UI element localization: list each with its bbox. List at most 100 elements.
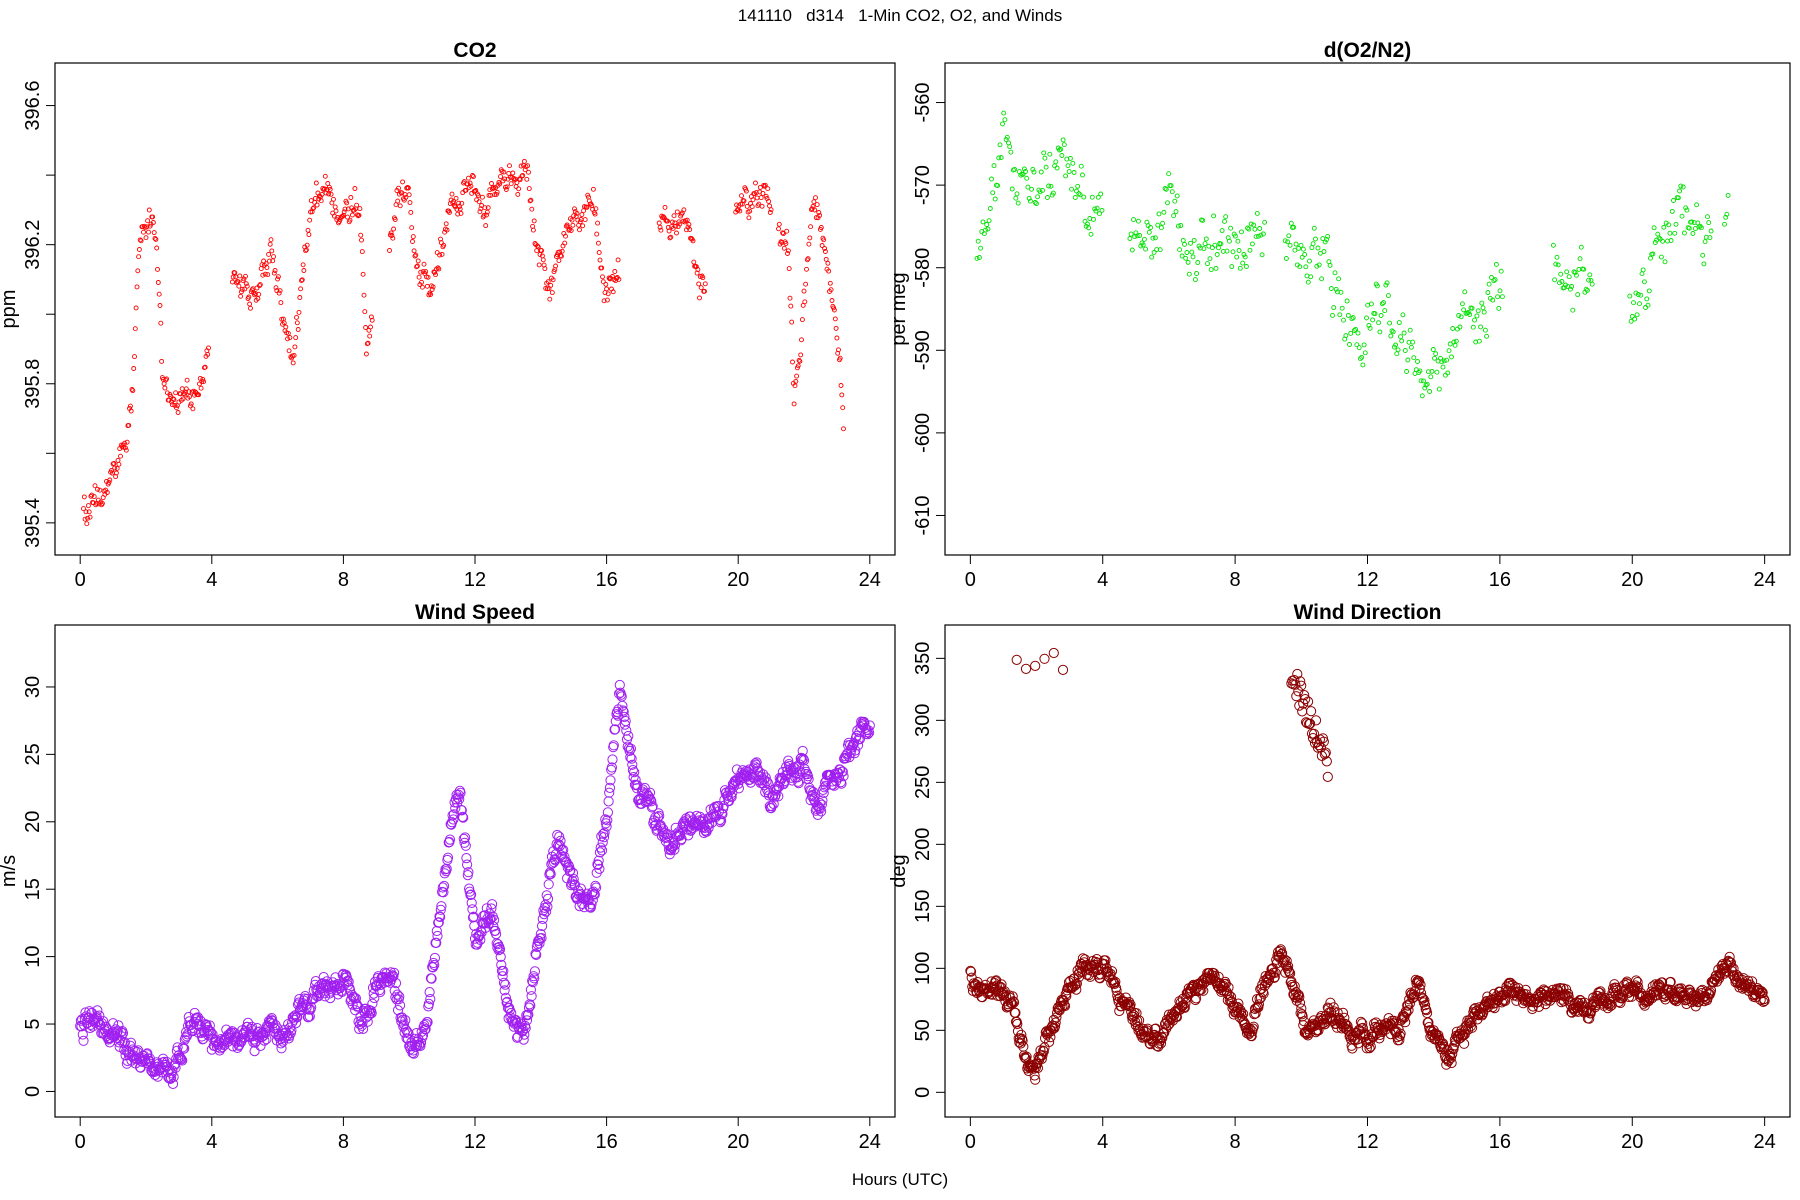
plot-frame xyxy=(944,62,1791,556)
data-point xyxy=(1310,715,1322,726)
panel-title: Wind Speed xyxy=(415,601,535,624)
data-point xyxy=(128,408,134,414)
data-point xyxy=(854,734,866,745)
data-point xyxy=(439,868,450,879)
panel-title: Wind Direction xyxy=(1294,601,1442,624)
data-point xyxy=(1046,183,1052,189)
data-point xyxy=(828,287,834,293)
data-point xyxy=(305,227,311,233)
data-point xyxy=(1294,991,1305,1003)
data-point xyxy=(1203,236,1209,242)
data-point xyxy=(1007,991,1018,1002)
data-point xyxy=(433,917,444,928)
data-point xyxy=(657,224,663,230)
data-point xyxy=(780,231,786,237)
data-point xyxy=(1669,208,1675,214)
data-point xyxy=(760,772,771,783)
data-point xyxy=(131,366,137,371)
data-point xyxy=(1009,186,1015,192)
data-point xyxy=(143,235,149,241)
data-point xyxy=(558,844,569,856)
data-point xyxy=(1633,982,1644,993)
data-point xyxy=(1298,698,1309,709)
chart-panel-0: CO2 0 4 8 12 16 20 24 395.4 395.8 396.2 396.6 ppm xyxy=(0,39,896,591)
data-point xyxy=(1679,213,1685,219)
data-point xyxy=(545,869,556,880)
data-point xyxy=(390,992,401,1003)
data-point xyxy=(1313,236,1318,242)
data-point xyxy=(1470,324,1476,330)
data-point xyxy=(1250,1008,1261,1019)
data-point xyxy=(595,220,601,226)
data-point xyxy=(1443,1055,1455,1066)
data-point xyxy=(1667,230,1673,236)
data-point xyxy=(124,439,130,445)
data-point xyxy=(497,181,503,187)
data-point xyxy=(81,506,86,512)
data-point xyxy=(793,378,799,384)
data-point xyxy=(248,305,253,311)
data-point xyxy=(989,176,994,182)
data-point xyxy=(804,257,810,263)
data-point xyxy=(536,262,542,268)
data-point xyxy=(290,1018,302,1029)
data-point xyxy=(1224,248,1230,254)
data-point xyxy=(629,767,640,778)
data-point xyxy=(1309,245,1315,251)
data-point xyxy=(1520,984,1531,996)
data-point xyxy=(1281,955,1292,967)
data-point xyxy=(356,212,362,218)
x-tick-label: 8 xyxy=(338,569,349,591)
data-point xyxy=(422,1017,433,1028)
data-point xyxy=(454,794,465,805)
y-tick-label: 10 xyxy=(22,945,44,967)
data-point xyxy=(1163,186,1169,192)
data-point xyxy=(1000,121,1005,127)
data-point xyxy=(395,198,401,204)
data-point xyxy=(646,796,657,807)
data-point xyxy=(1552,277,1558,283)
data-point xyxy=(702,288,707,294)
data-point xyxy=(1023,169,1028,174)
data-point xyxy=(272,268,278,273)
data-point xyxy=(1114,1005,1125,1017)
data-point xyxy=(487,899,498,910)
data-point xyxy=(491,938,502,949)
data-point xyxy=(676,833,687,845)
data-point xyxy=(291,352,297,358)
y-tick-label: -590 xyxy=(912,330,934,370)
data-point xyxy=(1646,288,1652,294)
data-point xyxy=(1400,1017,1411,1028)
data-point xyxy=(1495,294,1501,300)
data-point xyxy=(1052,1003,1063,1014)
data-point xyxy=(1645,302,1651,308)
data-point xyxy=(1100,955,1111,966)
data-point xyxy=(612,706,623,718)
data-point xyxy=(138,238,144,244)
data-point xyxy=(227,1041,238,1052)
data-point xyxy=(1111,985,1122,996)
data-point xyxy=(1193,985,1204,997)
data-point xyxy=(275,1038,286,1049)
data-point xyxy=(1628,318,1634,324)
data-point xyxy=(1293,241,1299,247)
x-tick-label: 8 xyxy=(1230,1131,1241,1153)
data-point xyxy=(569,880,580,891)
data-point xyxy=(787,295,793,301)
data-point xyxy=(753,180,758,186)
data-point xyxy=(1632,316,1638,322)
data-point xyxy=(565,865,576,876)
data-point xyxy=(1382,308,1388,314)
data-point xyxy=(455,787,466,799)
data-point xyxy=(801,288,807,294)
data-point xyxy=(1482,327,1488,333)
data-point xyxy=(1128,231,1134,237)
y-tick-label: -560 xyxy=(912,83,934,123)
data-point xyxy=(604,297,610,303)
data-point xyxy=(410,234,416,240)
data-point xyxy=(587,895,598,906)
data-point xyxy=(357,206,363,212)
data-point xyxy=(352,186,358,191)
data-point xyxy=(803,774,814,785)
x-tick-label: 4 xyxy=(206,569,217,591)
